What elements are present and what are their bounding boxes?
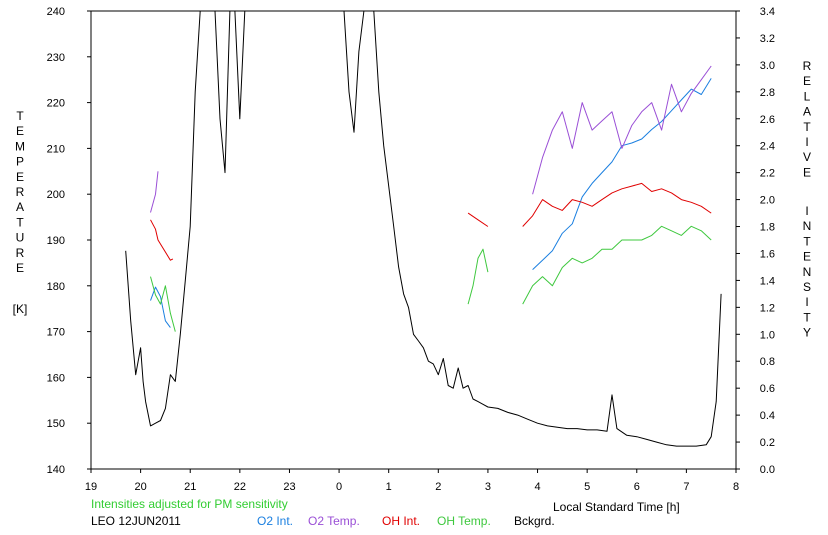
series-line-oh-temp-2 bbox=[522, 225, 712, 305]
y-right-axis-title-letter: N bbox=[803, 265, 812, 279]
x-tick-label: 21 bbox=[184, 481, 196, 493]
y-right-axis-title-letter: V bbox=[803, 150, 811, 164]
series-line-oh-int-2 bbox=[522, 182, 712, 227]
series-line-oh-temp-0 bbox=[150, 276, 176, 332]
y-right-tick-label: 3.4 bbox=[760, 6, 775, 18]
y-left-axis-title-letter: A bbox=[16, 200, 24, 214]
x-tick-label: 6 bbox=[634, 481, 640, 493]
y-right-tick-label: 1.6 bbox=[760, 248, 775, 260]
note-label: Intensities adjusted for PM sensitivity bbox=[91, 497, 288, 511]
y-right-tick-label: 3.2 bbox=[760, 33, 775, 45]
x-tick-label: 20 bbox=[134, 481, 146, 493]
x-tick-label: 4 bbox=[534, 481, 540, 493]
y-left-axis-unit: [K] bbox=[13, 302, 28, 316]
y-left-axis-title-letter: M bbox=[15, 139, 25, 153]
y-right-tick-label: 2.4 bbox=[760, 141, 775, 153]
y-right-axis-title-letter: L bbox=[804, 89, 811, 103]
y-right-axis-title-letter: R bbox=[803, 59, 812, 73]
axes-layer bbox=[87, 10, 740, 473]
y-right-tick-label: 0.4 bbox=[760, 410, 775, 422]
y-right-tick-label: 2.2 bbox=[760, 168, 775, 180]
y-right-axis-title-letter: S bbox=[803, 280, 811, 294]
y-right-axis-title-letter: T bbox=[803, 234, 811, 248]
y-right-tick-label: 0.6 bbox=[760, 383, 775, 395]
series-line-bckgrd-1 bbox=[339, 10, 722, 447]
y-left-axis-title-letter: E bbox=[16, 124, 24, 138]
y-left-tick-label: 170 bbox=[47, 327, 65, 339]
y-right-tick-label: 1.8 bbox=[760, 222, 775, 234]
y-left-tick-label: 150 bbox=[47, 418, 65, 430]
y-right-tick-label: 0.2 bbox=[760, 437, 775, 449]
series-line-o2-temp-0 bbox=[150, 171, 159, 213]
y-right-tick-label: 1.4 bbox=[760, 275, 775, 287]
y-left-axis-title-letter: E bbox=[16, 261, 24, 275]
series-layer bbox=[125, 10, 722, 447]
labels-layer: 1401501601701801902002102202302400.00.20… bbox=[13, 6, 812, 493]
y-left-tick-label: 190 bbox=[47, 235, 65, 247]
x-tick-label: 3 bbox=[485, 481, 491, 493]
x-tick-label: 0 bbox=[336, 481, 342, 493]
y-right-axis-title-letter: N bbox=[803, 219, 812, 233]
series-line-o2-int-1 bbox=[532, 78, 712, 270]
y-left-axis-title-letter: P bbox=[16, 155, 24, 169]
y-left-tick-label: 160 bbox=[47, 372, 65, 384]
legend-o2-int: O2 Int. bbox=[257, 514, 294, 528]
x-tick-label: 2 bbox=[435, 481, 441, 493]
y-left-tick-label: 210 bbox=[47, 143, 65, 155]
legend-bckgrd: Bckgrd. bbox=[514, 514, 555, 528]
x-tick-label: 7 bbox=[683, 481, 689, 493]
x-tick-label: 1 bbox=[386, 481, 392, 493]
y-right-axis-title-letter: I bbox=[805, 295, 808, 309]
series-line-oh-int-1 bbox=[467, 212, 489, 227]
y-right-tick-label: 3.0 bbox=[760, 60, 775, 72]
x-tick-label: 23 bbox=[283, 481, 295, 493]
x-tick-label: 19 bbox=[85, 481, 97, 493]
y-right-tick-label: 2.8 bbox=[760, 87, 775, 99]
legend-o2-temp: O2 Temp. bbox=[308, 514, 360, 528]
y-left-axis-title-letter: T bbox=[16, 109, 24, 123]
y-left-tick-label: 200 bbox=[47, 189, 65, 201]
y-right-tick-label: 2.0 bbox=[760, 195, 775, 207]
x-tick-label: 5 bbox=[584, 481, 590, 493]
y-left-tick-label: 240 bbox=[47, 6, 65, 18]
series-line-oh-int-0 bbox=[150, 219, 174, 261]
y-left-tick-label: 220 bbox=[47, 98, 65, 110]
y-right-axis-title-letter: A bbox=[803, 105, 811, 119]
legend-oh-temp: OH Temp. bbox=[437, 514, 491, 528]
y-right-axis-title-letter: E bbox=[803, 165, 811, 179]
series-line-o2-temp-1 bbox=[532, 65, 712, 195]
y-right-tick-label: 2.6 bbox=[760, 114, 775, 126]
y-right-axis-title-letter: E bbox=[803, 74, 811, 88]
series-line-oh-temp-1 bbox=[467, 248, 489, 305]
y-right-axis-title-letter: T bbox=[803, 310, 811, 324]
y-right-tick-label: 1.0 bbox=[760, 329, 775, 341]
legend-oh-int: OH Int. bbox=[382, 514, 421, 528]
y-left-axis-title-letter: R bbox=[16, 185, 25, 199]
y-left-axis-title-letter: U bbox=[16, 231, 25, 245]
y-right-tick-label: 0.0 bbox=[760, 464, 775, 476]
y-left-tick-label: 230 bbox=[47, 52, 65, 64]
y-left-axis-title-letter: R bbox=[16, 246, 25, 260]
y-left-axis-title-letter: E bbox=[16, 170, 24, 184]
y-right-axis-title-letter: T bbox=[803, 120, 811, 134]
y-right-axis-title-letter: Y bbox=[803, 326, 811, 340]
y-right-tick-label: 1.2 bbox=[760, 302, 775, 314]
x-tick-label: 22 bbox=[234, 481, 246, 493]
series-line-o2-int-0 bbox=[150, 286, 171, 328]
series-line-bckgrd-0 bbox=[125, 10, 246, 427]
y-left-tick-label: 180 bbox=[47, 281, 65, 293]
y-left-tick-label: 140 bbox=[47, 464, 65, 476]
x-axis-label: Local Standard Time [h] bbox=[553, 500, 680, 514]
station-label: LEO 12JUN2011 bbox=[91, 514, 181, 528]
y-left-axis-title-letter: T bbox=[16, 215, 24, 229]
y-right-tick-label: 0.8 bbox=[760, 356, 775, 368]
y-right-axis-title-letter: E bbox=[803, 250, 811, 264]
y-right-axis-title-letter: I bbox=[805, 135, 808, 149]
x-tick-label: 8 bbox=[733, 481, 739, 493]
y-right-axis-title-letter: I bbox=[805, 204, 808, 218]
